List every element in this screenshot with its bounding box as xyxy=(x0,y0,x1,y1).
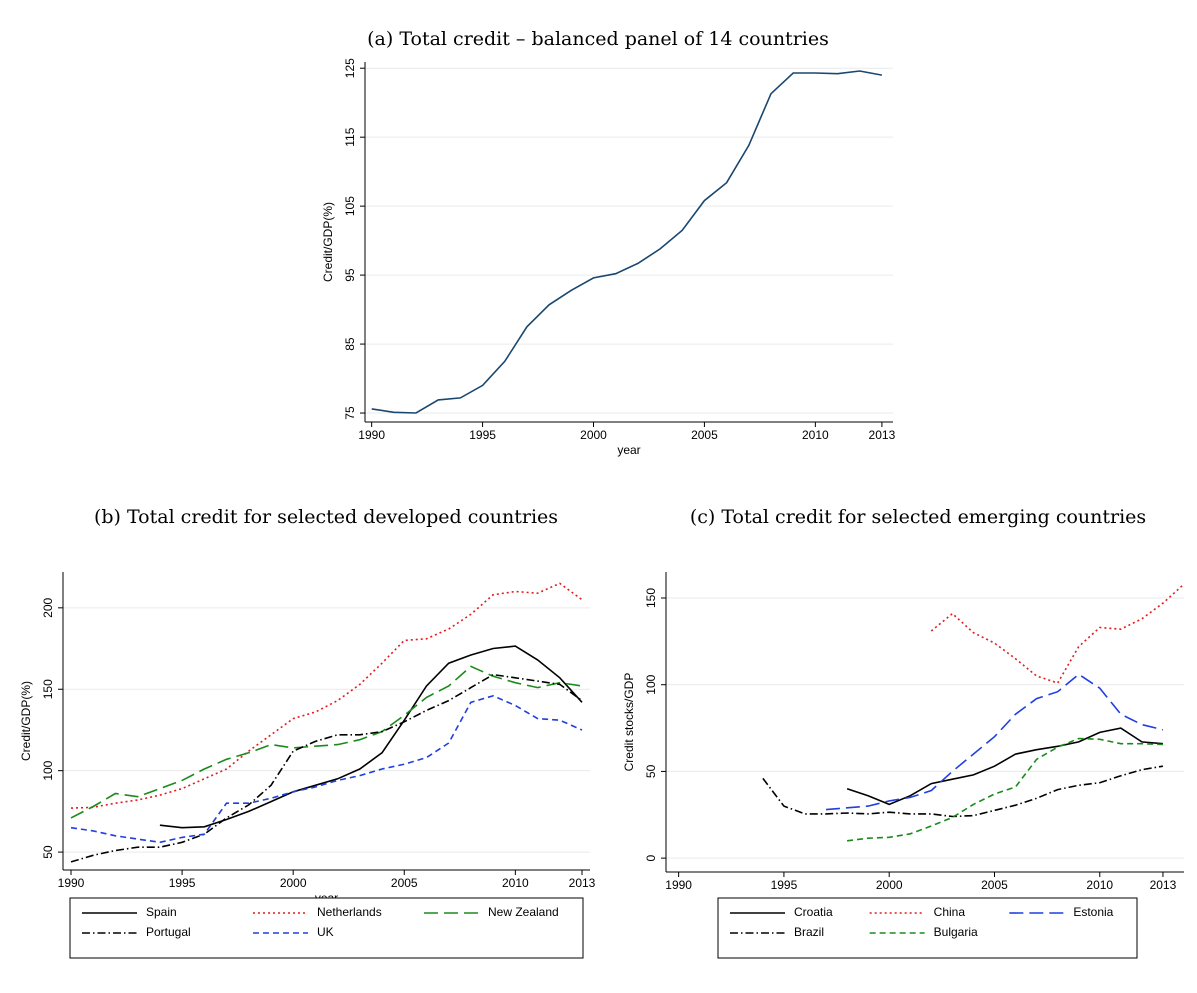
y-tick-label: 200 xyxy=(41,597,55,617)
data-line xyxy=(371,70,883,414)
y-axis-title: Credit/GDP(%) xyxy=(321,202,335,282)
data-line xyxy=(846,727,1163,806)
x-tick-label: 1995 xyxy=(169,876,196,890)
y-tick-label: 115 xyxy=(343,127,357,146)
panel-title: (a) Total credit – balanced panel of 14 … xyxy=(367,28,829,50)
x-tick-label: 2000 xyxy=(876,878,903,892)
x-tick-label: 2010 xyxy=(802,428,829,442)
panel-title: (b) Total credit for selected developed … xyxy=(94,506,558,528)
y-axis-title: Credit stocks/GDP xyxy=(622,673,636,772)
y-tick-label: 95 xyxy=(343,268,357,282)
y-tick-label: 125 xyxy=(343,58,357,78)
x-tick-label: 2013 xyxy=(869,428,896,442)
legend-label: Brazil xyxy=(794,925,824,939)
x-tick-label: 2005 xyxy=(691,428,718,442)
x-tick-label: 1990 xyxy=(358,428,385,442)
y-tick-label: 0 xyxy=(644,854,658,861)
panel-title: (c) Total credit for selected emerging c… xyxy=(690,506,1146,528)
x-tick-label: 1995 xyxy=(469,428,496,442)
x-tick-label: 1990 xyxy=(665,878,692,892)
legend-box xyxy=(717,897,1138,959)
data-line xyxy=(70,582,583,809)
legend-label: Spain xyxy=(146,905,177,919)
legend-label: Estonia xyxy=(1073,905,1113,919)
panel: (b) Total credit for selected developed … xyxy=(19,506,596,959)
legend-label: China xyxy=(934,905,966,919)
legend-box xyxy=(69,897,584,959)
data-line xyxy=(70,673,583,863)
legend-label: Portugal xyxy=(146,925,191,939)
x-tick-label: 2000 xyxy=(580,428,607,442)
y-tick-label: 85 xyxy=(343,337,357,351)
x-tick-label: 1995 xyxy=(771,878,798,892)
x-tick-label: 2010 xyxy=(1086,878,1113,892)
x-tick-label: 2013 xyxy=(569,876,596,890)
y-tick-label: 105 xyxy=(343,196,357,216)
legend-label: Bulgaria xyxy=(934,925,978,939)
x-tick-label: 2000 xyxy=(280,876,307,890)
y-tick-label: 100 xyxy=(41,760,55,780)
data-line xyxy=(762,765,1164,818)
panel: (a) Total credit – balanced panel of 14 … xyxy=(321,28,895,457)
y-tick-label: 75 xyxy=(343,406,357,420)
x-tick-label: 2005 xyxy=(391,876,418,890)
y-axis-title: Credit/GDP(%) xyxy=(19,681,33,761)
legend-label: UK xyxy=(317,925,334,939)
legend-label: Croatia xyxy=(794,905,833,919)
data-line xyxy=(70,665,583,819)
data-line xyxy=(825,673,1164,811)
y-tick-label: 150 xyxy=(41,679,55,699)
data-line xyxy=(159,645,583,829)
data-line xyxy=(930,583,1185,684)
y-tick-label: 50 xyxy=(41,845,55,859)
x-tick-label: 2005 xyxy=(981,878,1008,892)
y-tick-label: 150 xyxy=(644,588,658,608)
data-line xyxy=(847,737,1163,842)
data-line xyxy=(70,694,583,844)
x-tick-label: 1990 xyxy=(58,876,85,890)
x-tick-label: 2010 xyxy=(502,876,529,890)
y-tick-label: 50 xyxy=(644,764,658,778)
y-tick-label: 100 xyxy=(644,674,658,694)
legend-label: Netherlands xyxy=(317,905,382,919)
x-axis-title: year xyxy=(617,443,640,457)
x-tick-label: 2013 xyxy=(1150,878,1177,892)
panel: (c) Total credit for selected emerging c… xyxy=(622,506,1185,959)
legend-label: New Zealand xyxy=(488,905,559,919)
